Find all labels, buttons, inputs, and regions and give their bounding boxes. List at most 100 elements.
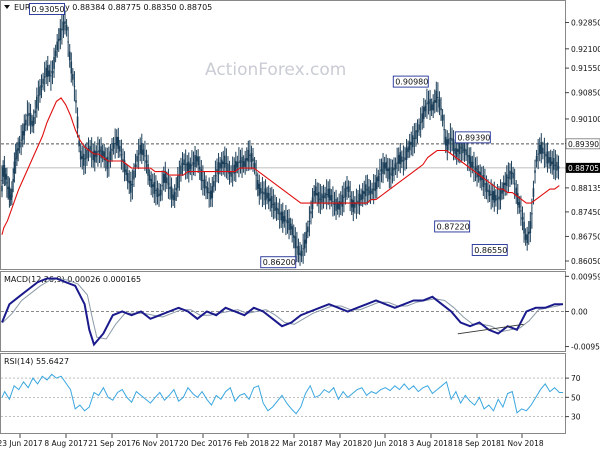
candle-body xyxy=(465,149,467,156)
candle-body xyxy=(205,186,207,189)
candle-body xyxy=(446,139,449,152)
candle-body xyxy=(471,161,474,168)
candle-body xyxy=(527,231,530,235)
candle-body xyxy=(535,155,538,162)
candle-body xyxy=(390,173,392,175)
candle-body xyxy=(380,169,383,172)
candle-body xyxy=(239,160,242,163)
candle-body xyxy=(524,234,527,240)
candle-body xyxy=(365,184,367,197)
price-tick-label: 0.92850 xyxy=(571,19,600,28)
price-annotation-box xyxy=(260,256,297,269)
candle-body xyxy=(14,158,17,160)
price-annotation-box xyxy=(434,220,471,233)
candle-body xyxy=(310,211,312,214)
candle-body xyxy=(234,160,237,173)
candle-body xyxy=(499,188,502,201)
candle-body xyxy=(101,150,104,157)
candle-body xyxy=(515,187,518,197)
candle-body xyxy=(170,186,173,199)
candle-body xyxy=(187,161,190,174)
candle-body xyxy=(396,162,398,164)
candle-body xyxy=(424,105,427,112)
candle-body xyxy=(466,155,469,157)
candle-body xyxy=(344,188,347,197)
candle-body xyxy=(435,90,438,103)
candle-body xyxy=(341,194,344,207)
candle-body xyxy=(162,174,165,183)
candle-body xyxy=(97,151,99,153)
candle-body xyxy=(136,155,138,162)
price-annotation-label: 0.87220 xyxy=(437,222,470,231)
candle-body xyxy=(537,153,539,155)
candle-body xyxy=(401,156,403,163)
candle-body xyxy=(549,157,552,167)
candle-body xyxy=(427,101,430,104)
candle-body xyxy=(377,175,380,182)
candle-body xyxy=(553,158,555,170)
candle-body xyxy=(156,188,159,197)
candle-body xyxy=(413,137,416,139)
candle-body xyxy=(316,193,319,196)
candle-body xyxy=(382,162,384,175)
candle-body xyxy=(358,193,361,206)
dropdown-icon[interactable] xyxy=(4,5,10,9)
candle-body xyxy=(83,153,85,166)
candle-body xyxy=(438,98,441,108)
time-tick-label: 6 Nov 2017 xyxy=(135,439,178,448)
price-annotation-label: 0.93050 xyxy=(32,5,65,14)
candle-body xyxy=(426,103,428,105)
candle-body xyxy=(468,154,471,164)
candle-body xyxy=(391,167,394,176)
candle-body xyxy=(455,148,458,158)
candle-body xyxy=(139,144,142,154)
candle-body xyxy=(324,192,326,199)
candle-body xyxy=(513,183,516,185)
candle-body xyxy=(142,149,145,156)
candle-body xyxy=(463,148,466,152)
candle-body xyxy=(349,195,351,197)
candle-body xyxy=(300,250,303,257)
candle-body xyxy=(140,142,143,155)
candle-body xyxy=(178,175,181,177)
macd-line xyxy=(1,277,563,347)
candle-body xyxy=(546,151,549,164)
candle-body xyxy=(181,162,184,166)
candle-body xyxy=(510,171,513,174)
candle-body xyxy=(330,195,333,201)
candle-body xyxy=(394,163,397,170)
candle-body xyxy=(498,196,500,200)
candle-body xyxy=(538,144,541,154)
candle-body xyxy=(7,186,9,190)
candle-body xyxy=(289,223,292,230)
candle-body xyxy=(280,211,283,221)
candle-body xyxy=(224,155,226,168)
candle-body xyxy=(89,145,91,152)
candle-body xyxy=(12,179,14,182)
candle-body xyxy=(115,136,118,146)
candle-body xyxy=(241,156,243,169)
candle-body xyxy=(490,194,492,196)
candle-body xyxy=(48,70,51,77)
candle-body xyxy=(305,231,308,244)
candle-body xyxy=(531,213,533,215)
candle-body xyxy=(405,148,408,160)
price-annotation-box xyxy=(471,244,508,256)
candle-body xyxy=(252,158,254,162)
rsi-axis: 70 50 30 xyxy=(565,374,581,422)
candle-body xyxy=(228,171,231,174)
candle-body xyxy=(264,188,267,201)
candle-body xyxy=(529,221,532,234)
candle-body xyxy=(484,183,486,185)
candle-body xyxy=(65,24,68,31)
candle-body xyxy=(236,161,239,168)
candle-body xyxy=(11,188,13,198)
candle-body xyxy=(374,182,377,192)
rsi-tick-label: 50 xyxy=(571,393,581,402)
candle-body xyxy=(504,182,507,186)
candle-body xyxy=(40,85,43,88)
candle-body xyxy=(532,188,535,197)
candle-body xyxy=(366,189,369,191)
candle-body xyxy=(556,161,558,171)
price-tick-label: 0.90100 xyxy=(571,115,600,124)
